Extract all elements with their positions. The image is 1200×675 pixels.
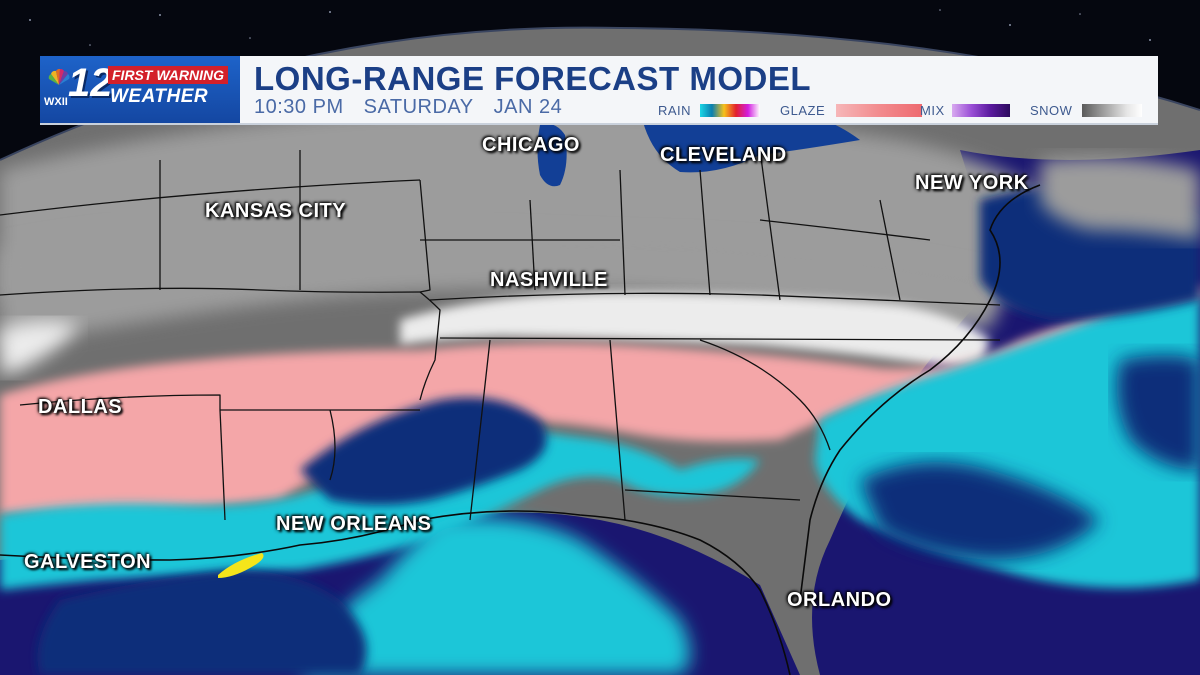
legend-rain-scale	[700, 104, 760, 117]
legend-glaze-scale	[836, 104, 922, 117]
legend-rain-label: RAIN	[658, 103, 692, 118]
city-label-nashville: NASHVILLE	[490, 269, 608, 291]
rain-light-gulf	[300, 517, 690, 675]
rain-heavy-louisiana	[300, 397, 547, 505]
city-label-dallas: DALLAS	[38, 396, 123, 418]
heavy-rain-core	[218, 553, 264, 578]
legend-snow-scale	[1082, 104, 1142, 117]
station-logo: 12 WXII FIRST WARNING WEATHER	[40, 56, 240, 123]
city-label-cleveland: CLEVELAND	[660, 144, 787, 166]
station-number: 12	[68, 61, 113, 105]
lake-michigan	[537, 123, 567, 187]
snow-northeast-offshore	[1040, 156, 1200, 240]
forecast-timestamp: 10:30 PM SATURDAY JAN 24	[254, 96, 576, 118]
city-label-chicago: CHICAGO	[482, 134, 580, 156]
rain-heavy-atlantic	[860, 462, 1100, 560]
page-title: LONG-RANGE FORECAST MODEL	[254, 60, 811, 97]
forecast-time: 10:30 PM	[254, 96, 344, 118]
legend-mix-scale	[952, 104, 1010, 117]
city-label-orlando: ORLANDO	[787, 589, 892, 611]
coastlines	[0, 184, 1041, 675]
brand-weather: WEATHER	[110, 86, 209, 107]
city-label-kansas-city: KANSAS CITY	[205, 200, 347, 222]
rain-heavy-gulf	[37, 570, 367, 675]
forecast-day: SATURDAY	[363, 96, 474, 118]
snow-heavy-band	[400, 292, 990, 372]
peacock-icon	[48, 68, 70, 85]
forecast-date: JAN 24	[493, 96, 563, 118]
legend-glaze-label: GLAZE	[780, 103, 826, 118]
brand-first-warning: FIRST WARNING	[108, 66, 228, 84]
rain-heavy-far-east	[1116, 355, 1200, 470]
stars	[29, 9, 1151, 46]
city-label-new-york: NEW YORK	[915, 172, 1029, 194]
city-label-new-orleans: NEW ORLEANS	[276, 513, 432, 535]
header-banner: 12 WXII FIRST WARNING WEATHER LONG-RANGE…	[40, 56, 1158, 125]
state-borders	[0, 149, 1001, 521]
legend-snow-label: SNOW	[1030, 103, 1073, 118]
legend-mix-label: MIX	[920, 103, 945, 118]
snow-heavy-west	[0, 321, 80, 375]
city-label-galveston: GALVESTON	[24, 551, 152, 573]
call-letters: WXII	[44, 96, 68, 108]
glaze-ice-band	[0, 285, 1200, 515]
snow-light-mid	[0, 224, 1010, 350]
